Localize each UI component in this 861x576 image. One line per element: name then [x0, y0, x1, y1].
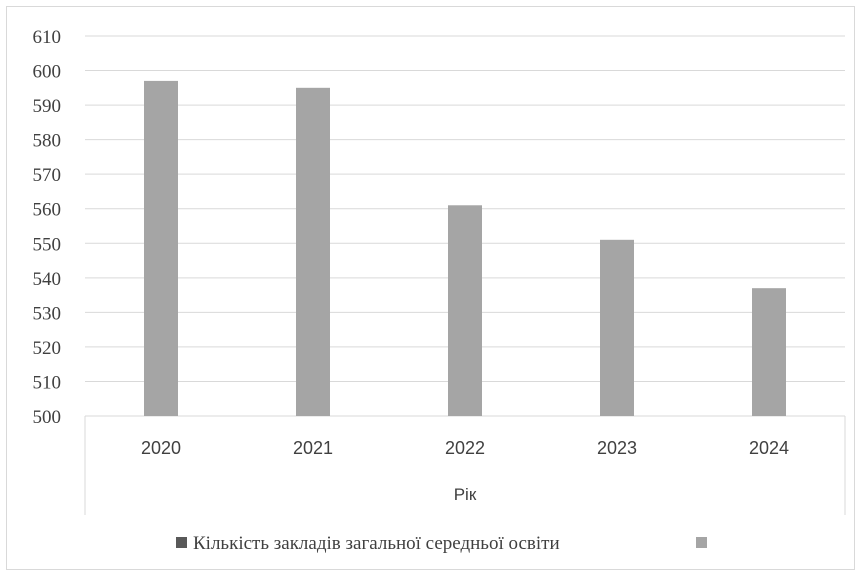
- y-tick-label: 610: [33, 27, 62, 48]
- y-tick-label: 580: [33, 131, 62, 152]
- y-tick-label: 600: [33, 62, 62, 83]
- x-tick-label: 2021: [293, 438, 333, 458]
- y-tick-label: 540: [33, 269, 62, 290]
- bar-2024: [752, 288, 786, 416]
- legend-label: Кількість закладів загальної середньої о…: [193, 533, 560, 554]
- x-axis: 2020 2021 2022 2023 2024: [84, 416, 846, 515]
- legend: Кількість закладів загальної середньої о…: [176, 533, 707, 554]
- y-tick-label: 590: [33, 96, 62, 117]
- bars: [144, 80, 786, 417]
- y-tick-label: 500: [33, 407, 62, 428]
- x-tick-label: 2024: [749, 438, 789, 458]
- y-tick-label: 510: [33, 372, 62, 393]
- bar-2021: [296, 87, 330, 417]
- x-tick-label: 2022: [445, 438, 485, 458]
- x-tick-label: 2020: [141, 438, 181, 458]
- bar-2023: [600, 239, 634, 416]
- legend-marker: [176, 537, 187, 548]
- y-tick-label: 560: [33, 200, 62, 221]
- y-tick-label: 520: [33, 338, 62, 359]
- gridlines: [85, 35, 845, 417]
- x-tick-label: 2023: [597, 438, 637, 458]
- legend-marker-unlabeled: [696, 537, 707, 548]
- x-axis-title: Рік: [454, 485, 477, 504]
- bar-2020: [144, 80, 178, 416]
- y-tick-label: 550: [33, 234, 62, 255]
- y-tick-label: 530: [33, 303, 62, 324]
- bar-2022: [448, 205, 482, 416]
- y-tick-label: 570: [33, 165, 62, 186]
- y-axis-ticks: 500 510 520 530 540 550 560 570 580 590 600 610: [33, 27, 62, 428]
